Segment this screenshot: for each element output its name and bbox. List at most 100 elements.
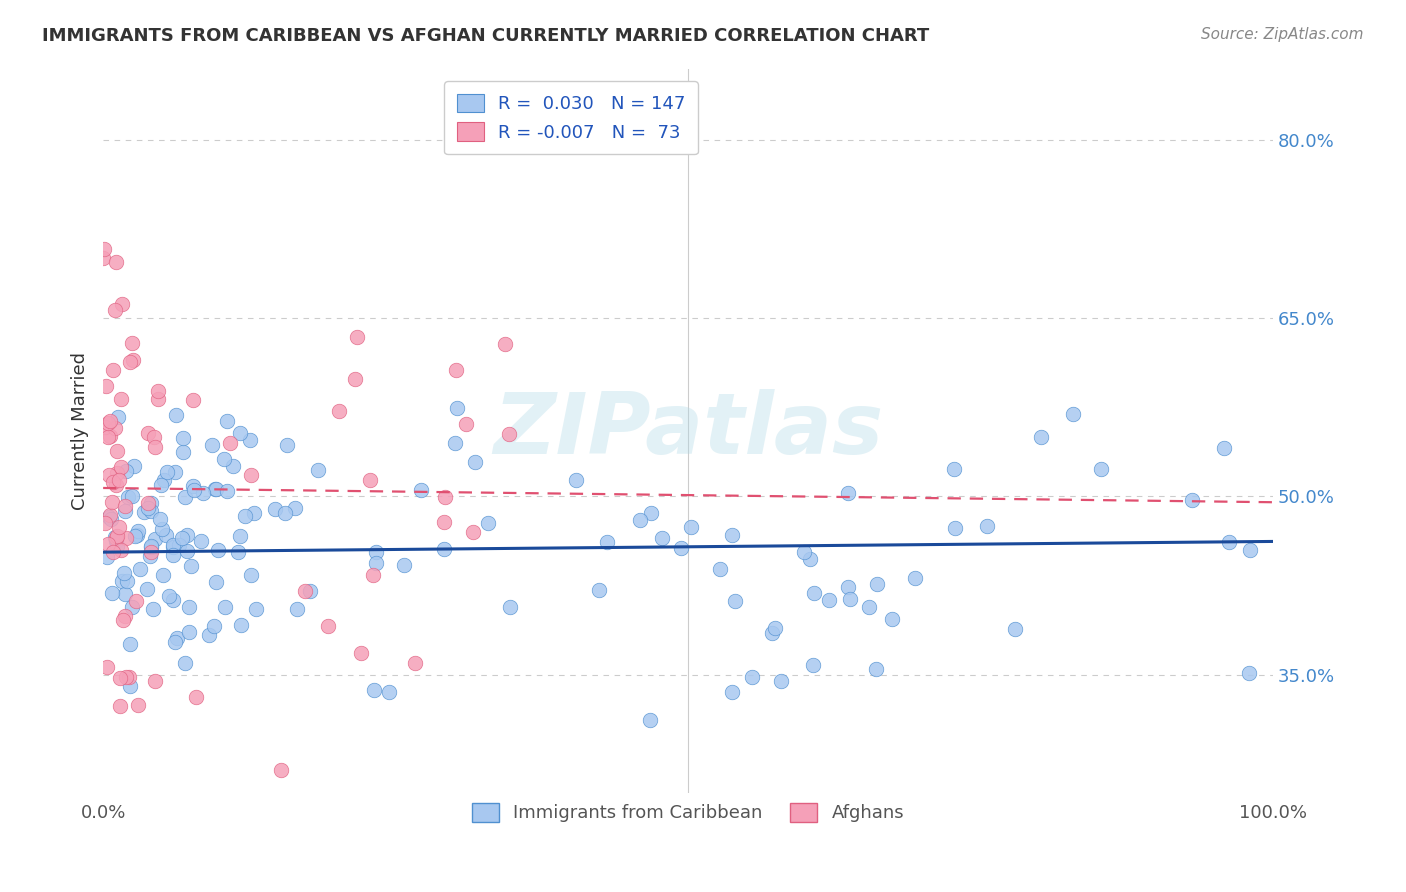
Point — [669, 541, 692, 556]
Point — [328, 404, 350, 418]
Point — [105, 466, 128, 480]
Point — [132, 505, 155, 519]
Point — [136, 425, 159, 440]
Point — [93, 251, 115, 265]
Point — [769, 673, 792, 688]
Point — [165, 408, 187, 422]
Point — [193, 486, 215, 500]
Point — [1004, 623, 1026, 637]
Point — [565, 473, 588, 487]
Point — [94, 516, 117, 531]
Point — [146, 384, 169, 398]
Point — [111, 297, 134, 311]
Point — [346, 330, 368, 344]
Point — [98, 508, 121, 522]
Point — [136, 501, 159, 516]
Point — [294, 584, 316, 599]
Point — [299, 584, 322, 599]
Point — [222, 459, 245, 474]
Point — [97, 467, 120, 482]
Point — [477, 516, 499, 530]
Point — [741, 670, 763, 684]
Point — [104, 421, 127, 435]
Point — [263, 502, 285, 516]
Point — [101, 363, 124, 377]
Point — [628, 513, 651, 527]
Point — [120, 637, 142, 651]
Point — [239, 434, 262, 448]
Point — [640, 507, 662, 521]
Point — [135, 582, 157, 596]
Point — [198, 628, 221, 642]
Point — [498, 426, 520, 441]
Point — [1090, 461, 1112, 475]
Text: ZIPatlas: ZIPatlas — [494, 390, 883, 473]
Point — [146, 392, 169, 406]
Point — [111, 574, 134, 589]
Point — [943, 521, 966, 535]
Point — [721, 685, 744, 699]
Point — [231, 617, 253, 632]
Point — [378, 685, 401, 699]
Point — [858, 599, 880, 614]
Point — [838, 591, 860, 606]
Legend: Immigrants from Caribbean, Afghans: Immigrants from Caribbean, Afghans — [460, 790, 917, 835]
Point — [114, 504, 136, 518]
Point — [127, 698, 149, 712]
Point — [801, 658, 824, 673]
Point — [359, 474, 381, 488]
Point — [104, 478, 127, 492]
Point — [179, 559, 201, 574]
Point — [143, 440, 166, 454]
Text: IMMIGRANTS FROM CARIBBEAN VS AFGHAN CURRENTLY MARRIED CORRELATION CHART: IMMIGRANTS FROM CARIBBEAN VS AFGHAN CURR… — [42, 27, 929, 45]
Point — [143, 430, 166, 444]
Point — [588, 583, 610, 598]
Point — [162, 540, 184, 554]
Point — [150, 522, 173, 536]
Point — [101, 475, 124, 489]
Point — [155, 528, 177, 542]
Point — [125, 528, 148, 542]
Point — [97, 430, 120, 444]
Point — [108, 698, 131, 713]
Point — [817, 593, 839, 607]
Point — [240, 568, 263, 582]
Point — [157, 589, 180, 603]
Point — [115, 574, 138, 589]
Point — [96, 549, 118, 564]
Point — [142, 602, 165, 616]
Point — [104, 530, 127, 544]
Point — [162, 538, 184, 552]
Point — [93, 242, 115, 256]
Point — [114, 608, 136, 623]
Point — [1239, 543, 1261, 558]
Point — [110, 392, 132, 407]
Point — [361, 567, 384, 582]
Point — [121, 599, 143, 614]
Point — [245, 602, 267, 616]
Point — [100, 585, 122, 599]
Point — [93, 420, 115, 434]
Point — [96, 659, 118, 673]
Point — [865, 662, 887, 676]
Point — [114, 531, 136, 545]
Point — [139, 545, 162, 559]
Point — [139, 549, 162, 563]
Point — [404, 657, 426, 671]
Point — [104, 534, 127, 549]
Point — [215, 483, 238, 498]
Point — [101, 495, 124, 509]
Y-axis label: Currently Married: Currently Married — [72, 352, 89, 510]
Point — [882, 612, 904, 626]
Point — [233, 509, 256, 524]
Point — [184, 690, 207, 704]
Point — [392, 558, 415, 572]
Point — [364, 556, 387, 570]
Point — [461, 525, 484, 540]
Point — [149, 511, 172, 525]
Point — [1031, 430, 1053, 444]
Point — [139, 496, 162, 510]
Point — [721, 528, 744, 542]
Point — [274, 506, 297, 520]
Point — [149, 478, 172, 492]
